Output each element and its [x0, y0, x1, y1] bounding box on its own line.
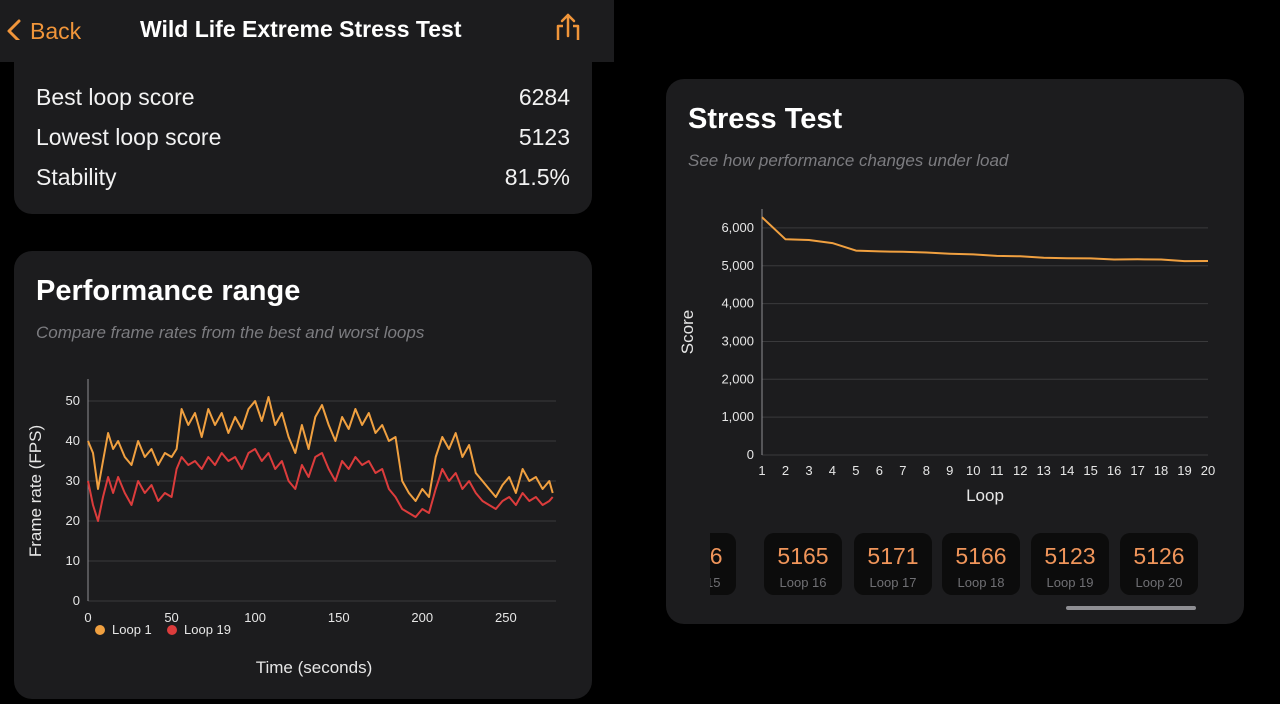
x-tick-label: 200 — [411, 610, 433, 625]
back-button[interactable]: Back — [6, 14, 81, 48]
stress-test-card: Stress Test See how performance changes … — [666, 79, 1244, 624]
loop-chip-score: 5126 — [1133, 543, 1185, 569]
stat-value: 81.5% — [504, 164, 570, 190]
legend-marker — [95, 625, 105, 635]
chevron-left-icon — [6, 18, 22, 44]
loop-chip-score: 5123 — [1044, 543, 1096, 569]
loop-chip-score: 5165 — [777, 543, 829, 569]
loop-chip-label: Loop 17 — [869, 575, 917, 590]
y-axis-label: Score — [678, 310, 697, 354]
performance-title: Performance range — [36, 275, 301, 307]
loop-chip[interactable]: 5123 Loop 19 — [1031, 533, 1109, 595]
x-tick-label: 19 — [1177, 463, 1191, 478]
loop-chip-label: Loop 16 — [779, 575, 827, 590]
stat-row-best: Best loop score 6284 — [36, 84, 570, 111]
y-tick-label: 0 — [747, 447, 754, 462]
x-tick-label: 150 — [328, 610, 350, 625]
loop-score-strip[interactable]: 5196 Loop 15 5165 Loop 16 5171 Loop 17 5… — [710, 533, 1200, 599]
loop-chip[interactable]: 5196 Loop 15 — [710, 533, 736, 595]
legend-marker — [167, 625, 177, 635]
y-tick-label: 1,000 — [721, 409, 754, 424]
x-tick-label: 5 — [852, 463, 859, 478]
y-tick-label: 30 — [66, 473, 80, 488]
loop-chip-label: Loop 18 — [957, 575, 1005, 590]
series-line — [87, 448, 554, 522]
loop-chip-label: Loop 15 — [710, 575, 721, 590]
x-tick-label: 7 — [899, 463, 906, 478]
x-tick-label: 4 — [829, 463, 836, 478]
stat-value: 5123 — [518, 124, 570, 150]
stat-label: Lowest loop score — [36, 124, 222, 150]
x-tick-label: 11 — [990, 463, 1004, 478]
stress-subtitle: See how performance changes under load — [688, 151, 1009, 170]
y-tick-label: 40 — [66, 433, 80, 448]
y-tick-label: 6,000 — [721, 220, 754, 235]
loop-chip-score: 5171 — [867, 543, 919, 569]
x-tick-label: 6 — [876, 463, 883, 478]
y-tick-label: 2,000 — [721, 371, 754, 386]
stat-row-stability: Stability 81.5% — [36, 164, 570, 191]
x-tick-label: 250 — [495, 610, 517, 625]
loop-chip-label: Loop 19 — [1046, 575, 1094, 590]
stat-row-lowest: Lowest loop score 5123 — [36, 124, 570, 151]
y-tick-label: 4,000 — [721, 296, 754, 311]
x-tick-label: 0 — [84, 610, 91, 625]
frame-rate-chart: 0 10 20 30 40 50 0 50 100 150 200 250 Loop 1 Loop 19 F… — [26, 379, 556, 677]
y-tick-label: 3,000 — [721, 333, 754, 348]
stat-label: Best loop score — [36, 84, 195, 110]
x-tick-label: 8 — [923, 463, 930, 478]
loop-chip[interactable]: 5126 Loop 20 — [1120, 533, 1198, 595]
x-tick-label: 10 — [966, 463, 980, 478]
series-line — [761, 216, 1209, 263]
x-tick-label: 12 — [1013, 463, 1027, 478]
loop-chip-score: 5166 — [955, 543, 1007, 569]
stat-value: 6284 — [518, 84, 570, 110]
x-tick-label: 9 — [946, 463, 953, 478]
x-tick-label: 2 — [782, 463, 789, 478]
y-tick-label: 10 — [66, 553, 80, 568]
stats-card: Best loop score 6284 Lowest loop score 5… — [14, 40, 592, 214]
loop-chip-label: Loop 20 — [1135, 575, 1183, 590]
x-tick-label: 20 — [1201, 463, 1215, 478]
y-axis-label: Frame rate (FPS) — [26, 425, 45, 557]
performance-range-card: Performance range Compare frame rates fr… — [14, 251, 592, 699]
x-tick-label: 3 — [805, 463, 812, 478]
loop-chip-score: 5196 — [710, 543, 723, 569]
x-tick-label: 50 — [164, 610, 178, 625]
horizontal-scroll-indicator[interactable] — [1066, 606, 1196, 610]
legend-label: Loop 1 — [112, 622, 152, 637]
y-tick-label: 20 — [66, 513, 80, 528]
x-tick-label: 13 — [1036, 463, 1050, 478]
loop-chip[interactable]: 5166 Loop 18 — [942, 533, 1020, 595]
x-tick-label: 16 — [1107, 463, 1121, 478]
performance-subtitle: Compare frame rates from the best and wo… — [36, 323, 425, 342]
x-axis-label: Time (seconds) — [256, 658, 373, 677]
y-tick-label: 0 — [73, 593, 80, 608]
y-tick-label: 50 — [66, 393, 80, 408]
back-label: Back — [30, 17, 82, 44]
x-tick-label: 18 — [1154, 463, 1168, 478]
series-line — [87, 396, 554, 502]
loop-chip[interactable]: 5171 Loop 17 — [854, 533, 932, 595]
x-tick-label: 15 — [1083, 463, 1097, 478]
page-title: Wild Life Extreme Stress Test — [140, 16, 462, 42]
x-tick-label: 100 — [244, 610, 266, 625]
legend-label: Loop 19 — [184, 622, 231, 637]
loop-chip[interactable]: 5165 Loop 16 — [764, 533, 842, 595]
x-tick-label: 1 — [758, 463, 765, 478]
x-axis-label: Loop — [966, 486, 1004, 505]
y-tick-label: 5,000 — [721, 258, 754, 273]
stat-label: Stability — [36, 164, 117, 190]
x-tick-label: 14 — [1060, 463, 1074, 478]
stress-title: Stress Test — [688, 103, 843, 135]
x-tick-label: 17 — [1130, 463, 1144, 478]
